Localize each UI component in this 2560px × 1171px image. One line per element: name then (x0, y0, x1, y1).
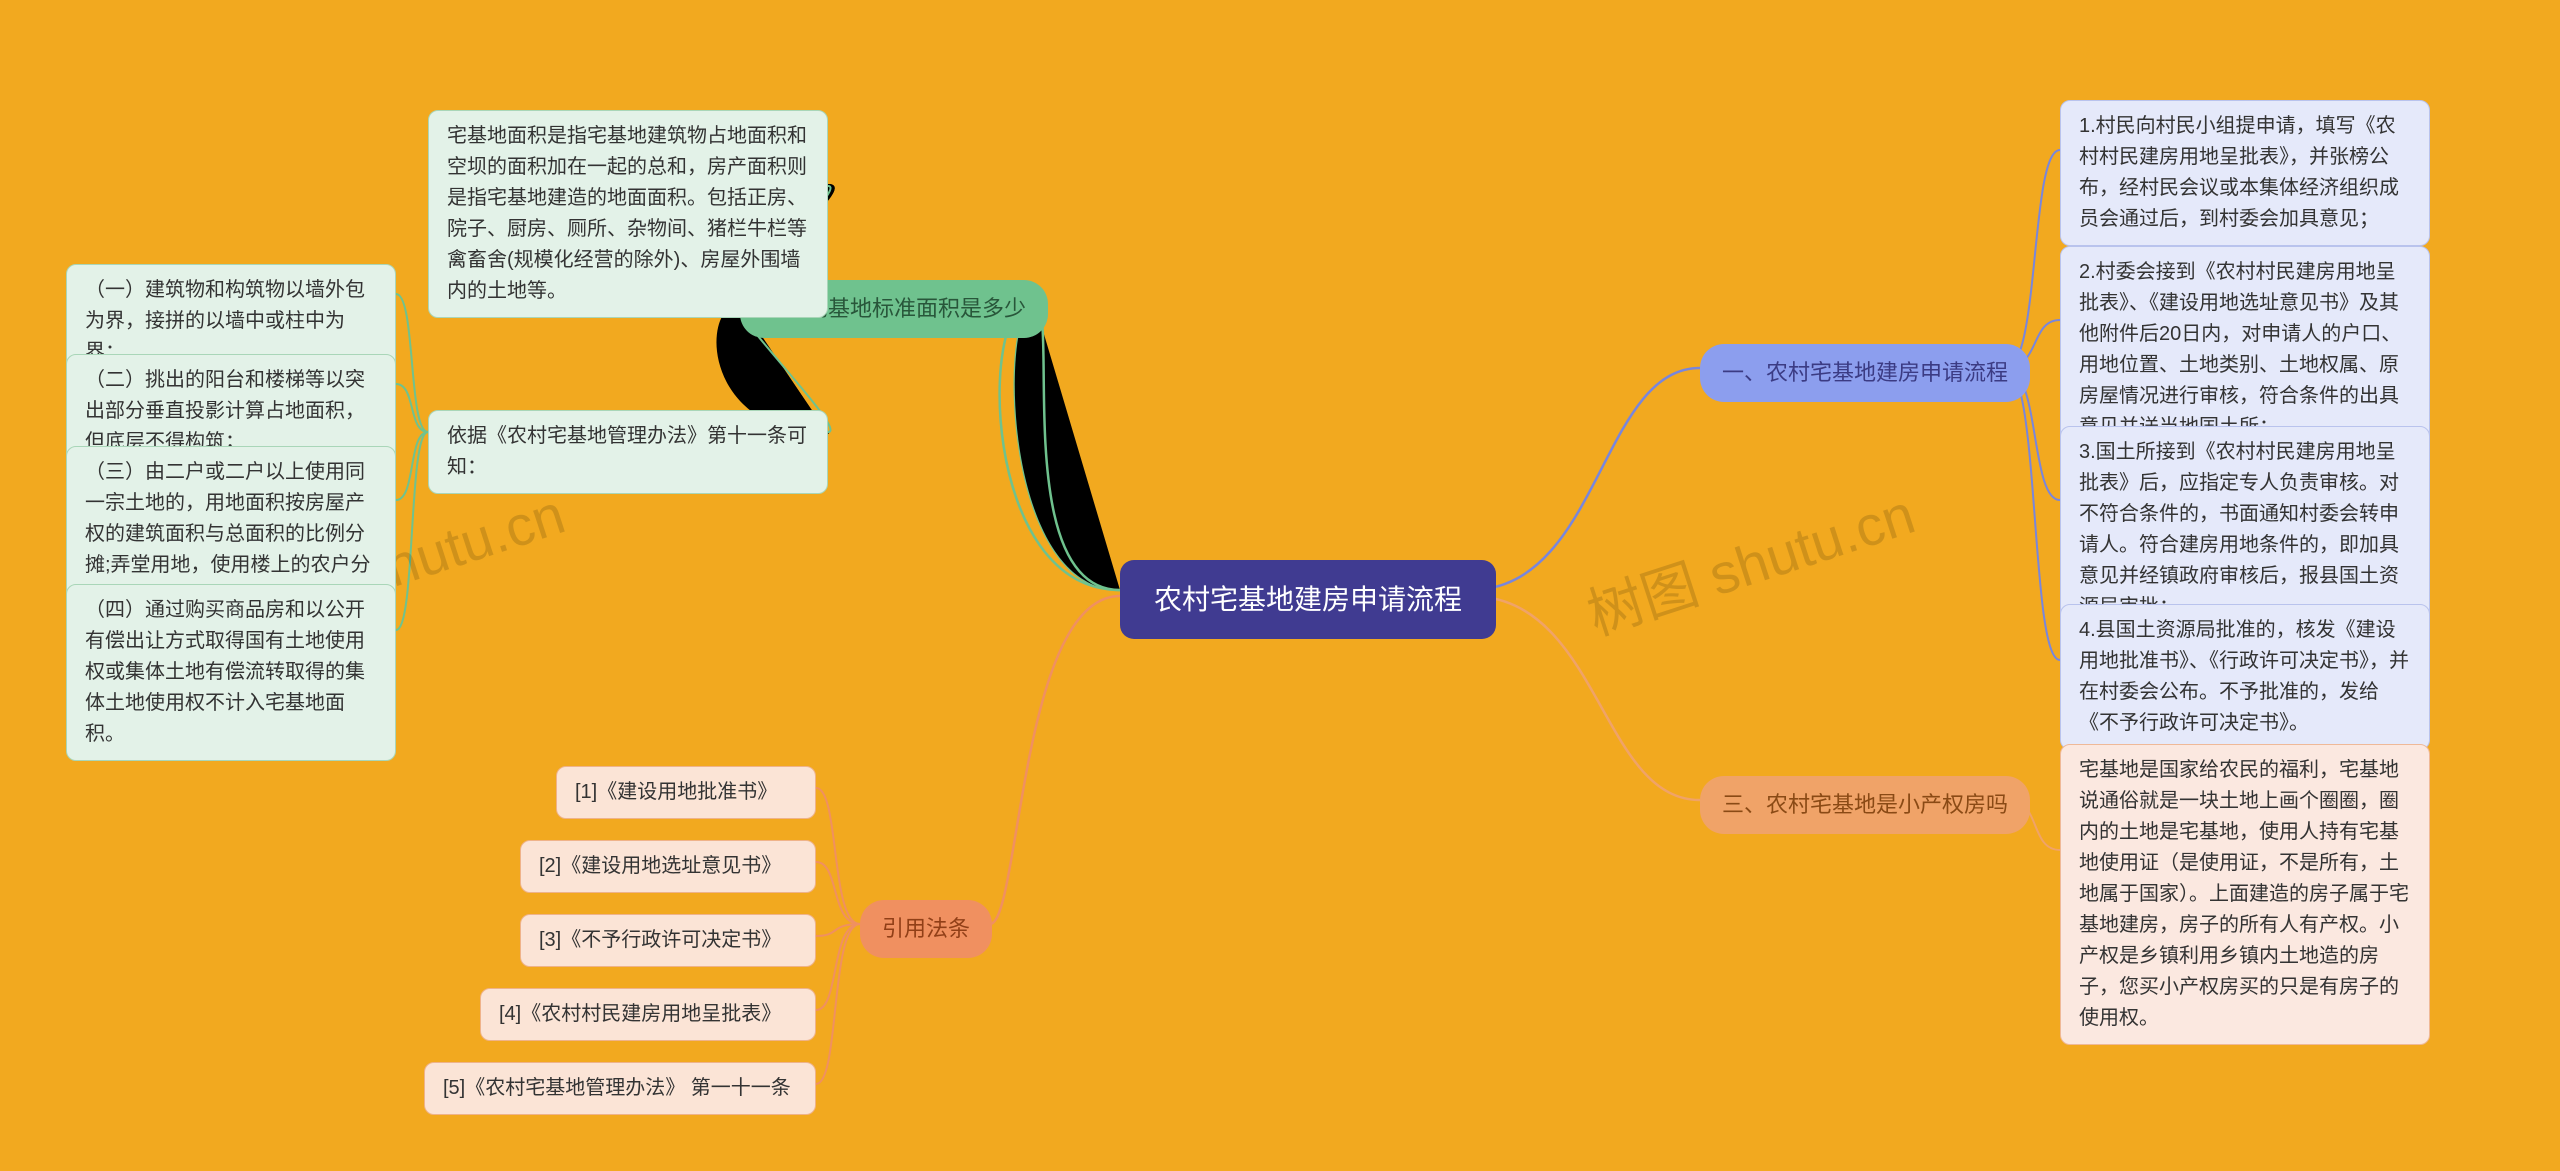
branch-1-leaf-2: 2.村委会接到《农村村民建房用地呈批表》、《建设用地选址意见书》及其他附件后20… (2060, 246, 2430, 454)
watermark-2: 树图 shutu.cn (1576, 470, 1924, 652)
branch-4-leaf-4: [4]《农村村民建房用地呈批表》 (480, 988, 816, 1041)
branch-3-leaf-1: 宅基地是国家给农民的福利，宅基地说通俗就是一块土地上画个圈圈，圈内的土地是宅基地… (2060, 744, 2430, 1045)
branch-4[interactable]: 引用法条 (860, 900, 992, 958)
branch-4-leaf-2: [2]《建设用地选址意见书》 (520, 840, 816, 893)
branch-4-leaf-1: [1]《建设用地批准书》 (556, 766, 816, 819)
branch-1-leaf-3: 3.国土所接到《农村村民建房用地呈批表》后，应指定专人负责审核。对不符合条件的，… (2060, 426, 2430, 634)
branch-2-leaf-2-child-4: （四）通过购买商品房和以公开有偿出让方式取得国有土地使用权或集体土地有偿流转取得… (66, 584, 396, 761)
branch-4-leaf-3: [3]《不予行政许可决定书》 (520, 914, 816, 967)
branch-2-leaf-2: 依据《农村宅基地管理办法》第十一条可知： (428, 410, 828, 494)
branch-1[interactable]: 一、农村宅基地建房申请流程 (1700, 344, 2030, 402)
branch-4-leaf-5: [5]《农村宅基地管理办法》 第一十一条 (424, 1062, 816, 1115)
branch-1-leaf-4: 4.县国土资源局批准的，核发《建设用地批准书》、《行政许可决定书》，并在村委会公… (2060, 604, 2430, 750)
branch-3[interactable]: 三、农村宅基地是小产权房吗 (1700, 776, 2030, 834)
branch-1-leaf-1: 1.村民向村民小组提申请，填写《农村村民建房用地呈批表》，并张榜公布，经村民会议… (2060, 100, 2430, 246)
root-node[interactable]: 农村宅基地建房申请流程 (1120, 560, 1496, 639)
branch-2-leaf-1: 宅基地面积是指宅基地建筑物占地面积和空坝的面积加在一起的总和，房产面积则是指宅基… (428, 110, 828, 318)
